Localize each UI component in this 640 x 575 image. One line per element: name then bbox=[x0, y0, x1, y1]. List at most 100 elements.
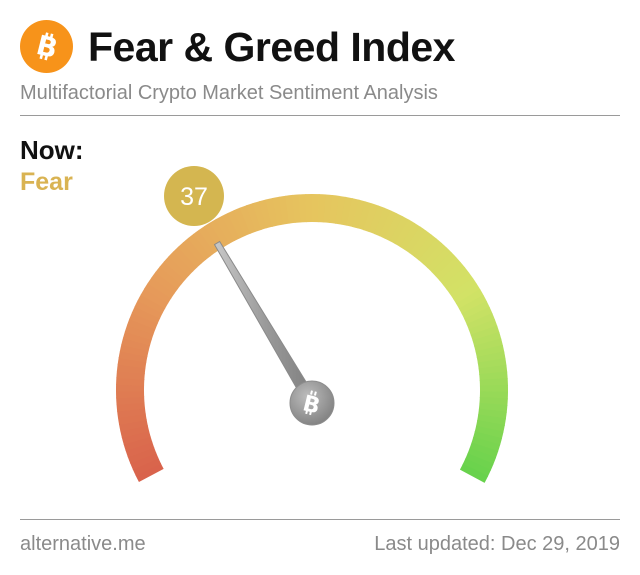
gauge-arc-segment bbox=[209, 218, 231, 247]
gauge-arc-segment bbox=[137, 293, 166, 314]
gauge-arc-segment bbox=[258, 199, 273, 229]
gauge-arc-segment bbox=[239, 205, 257, 234]
gauge-arc-segment bbox=[126, 318, 156, 335]
gauge-arc-segment bbox=[469, 442, 499, 459]
gauge-arc-segment bbox=[474, 425, 504, 440]
gauge-arc-segment bbox=[130, 452, 159, 470]
gauge-arc-segment bbox=[470, 325, 500, 342]
gauge-arc-segment bbox=[413, 234, 438, 261]
gauge-arc-segment bbox=[379, 210, 398, 239]
gauge-arc-segment bbox=[123, 436, 153, 452]
gauge-arc-segment bbox=[131, 305, 161, 324]
gauge-arc-segment bbox=[427, 247, 452, 273]
gauge-arc-segment bbox=[418, 238, 443, 265]
gauge-arc-segment bbox=[252, 201, 268, 230]
gauge-arc bbox=[116, 194, 509, 483]
gauge-arc-segment bbox=[475, 344, 505, 358]
gauge-arc-segment bbox=[246, 202, 262, 232]
gauge-arc-segment bbox=[404, 226, 427, 254]
gauge-arc-segment bbox=[422, 242, 448, 269]
gauge-arc-segment bbox=[373, 207, 392, 237]
gauge-arc-segment bbox=[143, 282, 172, 304]
gauge-arc-segment bbox=[357, 201, 373, 231]
gauge-arc-segment bbox=[468, 319, 498, 336]
gauge-arc-segment bbox=[182, 237, 207, 264]
gauge-arc-segment bbox=[124, 324, 154, 341]
gauge-arc-segment bbox=[125, 441, 155, 458]
gauge-arc-segment bbox=[389, 216, 410, 245]
gauge-arc-segment bbox=[116, 383, 145, 392]
gauge-arc-segment bbox=[473, 431, 502, 446]
gauge-arc-segment bbox=[140, 288, 169, 309]
gauge-arc-segment bbox=[363, 203, 379, 233]
gauge-arc-segment bbox=[116, 363, 146, 375]
page-title: Fear & Greed Index bbox=[88, 24, 455, 70]
last-updated: Last updated: Dec 29, 2019 bbox=[374, 533, 620, 555]
gauge-arc-segment bbox=[134, 299, 163, 319]
gauge-arc-segment bbox=[193, 229, 216, 257]
gauge-arc-segment bbox=[172, 246, 198, 272]
gauge-arc-segment bbox=[409, 230, 432, 258]
bitcoin-logo-icon: B bbox=[20, 20, 73, 73]
index-value-badge: 37 bbox=[164, 166, 224, 226]
gauge-arc-segment bbox=[221, 212, 241, 242]
now-label: Now: bbox=[20, 135, 84, 165]
gauge-arc-segment bbox=[471, 436, 501, 453]
gauge-arc-segment bbox=[265, 197, 279, 227]
gauge-arc-segment bbox=[462, 458, 491, 477]
gauge-arc-segment bbox=[117, 357, 147, 369]
gauge-arc-segment bbox=[477, 414, 506, 427]
gauge-arc-segment bbox=[431, 251, 457, 277]
gauge-arc-segment bbox=[478, 408, 507, 420]
index-value: 37 bbox=[180, 183, 208, 211]
gauge-arc-segment bbox=[439, 261, 466, 286]
gauge-needle bbox=[213, 240, 318, 407]
gauge-arc-segment bbox=[472, 331, 502, 347]
source-link[interactable]: alternative.me bbox=[20, 533, 146, 555]
gauge-arc-segment bbox=[159, 261, 186, 285]
gauge-arc-segment bbox=[135, 462, 164, 483]
gauge-arc-segment bbox=[346, 198, 360, 228]
gauge-arc-segment bbox=[155, 266, 182, 290]
gauge-arc-segment bbox=[479, 371, 508, 381]
gauge-arc-segment bbox=[435, 256, 461, 281]
gauge-arc-segment bbox=[122, 330, 152, 346]
gauge-arc-segment bbox=[458, 294, 487, 315]
gauge-arc-segment bbox=[118, 419, 148, 432]
gauge-arc-segment bbox=[233, 207, 251, 237]
gauge-arc-segment bbox=[127, 447, 157, 464]
gauge-arc-segment bbox=[467, 447, 497, 465]
gauge-arc-segment bbox=[329, 195, 340, 224]
gauge-arc-segment bbox=[132, 457, 162, 477]
now-classification: Fear bbox=[20, 168, 73, 196]
gauge-arc-segment bbox=[340, 196, 354, 226]
gauge-arc-segment bbox=[198, 225, 221, 254]
fear-greed-gauge: B 37 bbox=[116, 166, 509, 483]
gauge-arc-segment bbox=[446, 272, 474, 295]
gauge-arc-segment bbox=[476, 351, 506, 364]
gauge-arc-segment bbox=[305, 194, 314, 223]
gauge-arc-segment bbox=[151, 271, 179, 294]
gauge-arc-segment bbox=[474, 338, 503, 353]
gauge-arc-segment bbox=[116, 396, 145, 406]
gauge-hub-icon: B bbox=[289, 380, 335, 426]
page-subtitle: Multifactorial Crypto Market Sentiment A… bbox=[20, 82, 438, 104]
gauge-arc-segment bbox=[187, 233, 211, 261]
gauge-arc-segment bbox=[215, 215, 236, 244]
gauge-arc-segment bbox=[465, 453, 494, 471]
gauge-arc-segment bbox=[449, 277, 477, 300]
gauge-arc-segment bbox=[177, 242, 202, 268]
gauge-arc-segment bbox=[461, 300, 490, 320]
gauge-arc-segment bbox=[147, 276, 175, 299]
gauge-arc-segment bbox=[479, 378, 508, 387]
gauge-arc-segment bbox=[399, 222, 421, 251]
gauge-arc-segment bbox=[116, 390, 145, 399]
gauge-arc-segment bbox=[384, 213, 404, 242]
gauge-arc-segment bbox=[163, 256, 190, 281]
gauge-arc-segment bbox=[351, 199, 367, 229]
footer-divider bbox=[20, 519, 620, 520]
gauge-arc-segment bbox=[442, 267, 470, 290]
gauge-arc-segment bbox=[466, 312, 496, 331]
gauge-arc-segment bbox=[121, 430, 151, 445]
gauge-arc-segment bbox=[118, 350, 148, 363]
